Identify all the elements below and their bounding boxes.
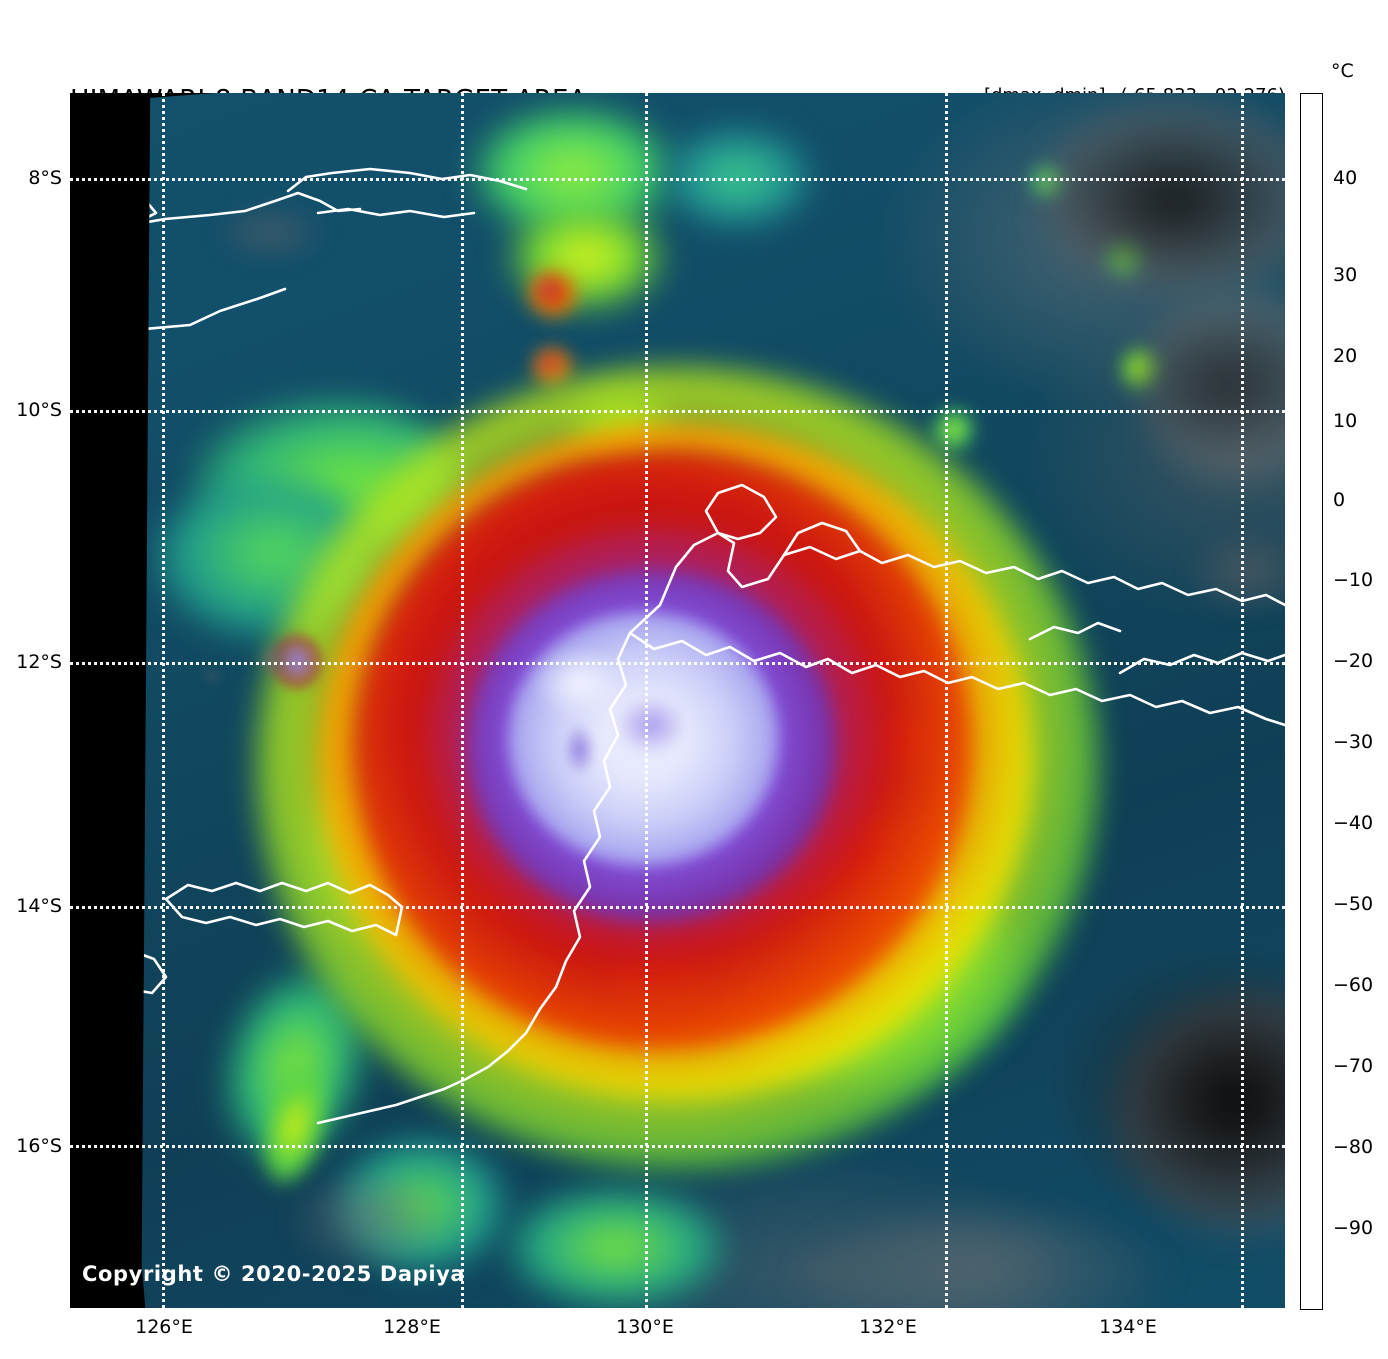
satellite-image-plot: Copyright © 2020-2025 Dapiya — [70, 93, 1285, 1308]
gridline-lat-8 — [70, 178, 1285, 182]
colorbar-tick-10: 10 — [1333, 410, 1358, 432]
gridline-lon-128 — [461, 93, 465, 1308]
colorbar-tick-m70: −70 — [1333, 1055, 1374, 1077]
colorbar-tick-m40: −40 — [1333, 812, 1374, 834]
gridline-lon-134 — [1241, 93, 1245, 1308]
y-axis-tick-16s: 16°S — [16, 1135, 62, 1157]
gridline-lon-130 — [644, 93, 648, 1308]
colorbar-tick-m90: −90 — [1333, 1217, 1374, 1239]
y-axis-tick-12s: 12°S — [16, 651, 62, 673]
tropical-cyclone-core — [255, 365, 1100, 1169]
gridline-lat-14 — [70, 905, 1285, 909]
gridline-lat-12 — [70, 661, 1285, 665]
x-axis-tick-134e: 134°E — [1099, 1316, 1157, 1338]
colorbar-tick-m80: −80 — [1333, 1136, 1374, 1158]
lat-lon-graticule — [70, 93, 1285, 1308]
colorbar-unit-label: °C — [1331, 60, 1354, 82]
colorbar-tick-m20: −20 — [1333, 650, 1374, 672]
x-axis-tick-128e: 128°E — [383, 1316, 441, 1338]
colorbar-tick-20: 20 — [1333, 345, 1358, 367]
colorbar-gradient — [1301, 94, 1322, 1309]
x-axis-tick-126e: 126°E — [135, 1316, 193, 1338]
gridline-lon-126 — [162, 93, 166, 1308]
colorbar-tick-m50: −50 — [1333, 893, 1374, 915]
colorbar-tick-30: 30 — [1333, 264, 1358, 286]
x-axis-tick-132e: 132°E — [859, 1316, 917, 1338]
colorbar-tick-m10: −10 — [1333, 569, 1374, 591]
gridline-lat-16 — [70, 1145, 1285, 1149]
y-axis-tick-10s: 10°S — [16, 399, 62, 421]
warm-surface-layer — [142, 93, 1285, 1308]
y-axis-tick-14s: 14°S — [16, 895, 62, 917]
x-axis-tick-130e: 130°E — [616, 1316, 674, 1338]
colorbar-tick-m60: −60 — [1333, 974, 1374, 996]
gridline-lon-132 — [944, 93, 948, 1308]
colorbar-tick-m30: −30 — [1333, 731, 1374, 753]
gridline-lat-10 — [70, 410, 1285, 414]
copyright-notice: Copyright © 2020-2025 Dapiya — [82, 1262, 466, 1286]
colorbar-tick-0: 0 — [1333, 489, 1346, 511]
colorbar-tick-40: 40 — [1333, 167, 1358, 189]
y-axis-tick-8s: 8°S — [28, 167, 62, 189]
satellite-data-swath — [141, 93, 1285, 1308]
temperature-colorbar — [1300, 93, 1323, 1310]
